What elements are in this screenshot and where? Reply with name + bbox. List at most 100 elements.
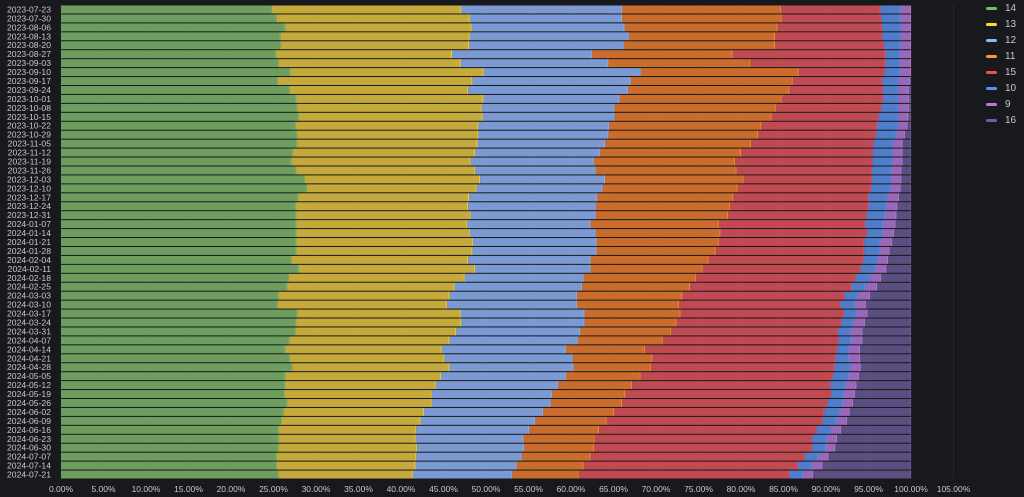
bar-segment-15[interactable] (781, 94, 883, 103)
bar-segment-15[interactable] (578, 470, 790, 479)
bar-segment-15[interactable] (640, 372, 833, 381)
bar-segment-11[interactable] (605, 139, 752, 148)
legend-item-15[interactable]: 15 (986, 64, 1016, 80)
bar-segment-12[interactable] (449, 363, 574, 372)
bar-segment-9[interactable] (818, 452, 829, 461)
bar-segment-12[interactable] (461, 5, 622, 14)
bar-segment-12[interactable] (482, 112, 615, 121)
bar-segment-10[interactable] (789, 470, 804, 479)
bar-segment-14[interactable] (61, 166, 297, 175)
bar-segment-15[interactable] (780, 5, 881, 14)
bar-segment-9[interactable] (886, 202, 898, 211)
bar-segment-9[interactable] (899, 41, 911, 50)
bar-segment-9[interactable] (900, 23, 911, 32)
bar-segment-11[interactable] (576, 291, 683, 300)
bar-segment-13[interactable] (278, 470, 413, 479)
bar-segment-9[interactable] (900, 32, 911, 41)
bar-segment-14[interactable] (61, 193, 299, 202)
bar-segment-12[interactable] (420, 416, 536, 425)
bar-segment-15[interactable] (614, 407, 825, 416)
bar-segment-12[interactable] (441, 345, 566, 354)
bar-segment-11[interactable] (512, 470, 579, 479)
bar-segment-13[interactable] (278, 59, 461, 68)
bar-segment-12[interactable] (468, 255, 591, 264)
bar-segment-12[interactable] (477, 139, 606, 148)
bar-segment-10[interactable] (882, 32, 901, 41)
bar-segment-15[interactable] (771, 112, 879, 121)
bar-segment-15[interactable] (632, 381, 831, 390)
bar-segment-11[interactable] (627, 85, 790, 94)
bar-segment-14[interactable] (61, 300, 278, 309)
bar-segment-9[interactable] (848, 372, 860, 381)
bar-segment-11[interactable] (622, 5, 781, 14)
bar-segment-13[interactable] (285, 23, 472, 32)
bar-segment-16[interactable] (837, 434, 911, 443)
bar-segment-11[interactable] (619, 94, 782, 103)
bar-segment-9[interactable] (893, 139, 903, 148)
bar-segment-9[interactable] (895, 130, 906, 139)
bar-segment-15[interactable] (775, 32, 883, 41)
bar-segment-13[interactable] (276, 461, 416, 470)
bar-segment-14[interactable] (61, 157, 292, 166)
bar-segment-11[interactable] (595, 211, 729, 220)
bar-segment-12[interactable] (456, 327, 581, 336)
bar-segment-12[interactable] (474, 264, 591, 273)
bar-segment-11[interactable] (605, 175, 744, 184)
bar-segment-10[interactable] (840, 300, 855, 309)
bar-segment-12[interactable] (412, 470, 513, 479)
bar-segment-14[interactable] (61, 41, 282, 50)
bar-segment-16[interactable] (877, 282, 911, 291)
bar-segment-13[interactable] (278, 291, 450, 300)
bar-segment-16[interactable] (835, 443, 911, 452)
bar-segment-11[interactable] (595, 166, 737, 175)
bar-segment-9[interactable] (887, 193, 900, 202)
bar-segment-13[interactable] (281, 41, 469, 50)
bar-segment-14[interactable] (61, 68, 291, 77)
legend-item-16[interactable]: 16 (986, 112, 1016, 128)
bar-segment-12[interactable] (480, 175, 605, 184)
bar-segment-11[interactable] (592, 50, 733, 59)
bar-segment-11[interactable] (623, 41, 775, 50)
bar-segment-10[interactable] (864, 246, 880, 255)
bar-segment-14[interactable] (61, 32, 281, 41)
bar-segment-9[interactable] (826, 443, 836, 452)
bar-segment-13[interactable] (297, 130, 479, 139)
bar-segment-14[interactable] (61, 202, 296, 211)
bar-segment-10[interactable] (837, 327, 851, 336)
bar-segment-12[interactable] (461, 318, 585, 327)
bar-segment-15[interactable] (708, 255, 864, 264)
legend-item-12[interactable]: 12 (986, 32, 1016, 48)
bar-segment-14[interactable] (61, 59, 279, 68)
bar-segment-15[interactable] (671, 327, 838, 336)
bar-segment-11[interactable] (573, 363, 651, 372)
bar-segment-14[interactable] (61, 434, 279, 443)
bar-segment-10[interactable] (812, 434, 827, 443)
bar-segment-12[interactable] (460, 309, 585, 318)
bar-segment-16[interactable] (849, 407, 911, 416)
bar-segment-15[interactable] (743, 175, 872, 184)
bar-segment-10[interactable] (883, 41, 900, 50)
bar-segment-13[interactable] (288, 273, 465, 282)
bar-segment-15[interactable] (650, 363, 835, 372)
bar-segment-12[interactable] (470, 157, 594, 166)
bar-segment-11[interactable] (595, 202, 730, 211)
bar-segment-11[interactable] (565, 372, 641, 381)
bar-segment-12[interactable] (468, 202, 596, 211)
bar-segment-13[interactable] (296, 94, 484, 103)
bar-segment-10[interactable] (877, 121, 899, 130)
bar-segment-14[interactable] (61, 390, 285, 399)
bar-segment-14[interactable] (61, 50, 277, 59)
bar-segment-13[interactable] (284, 390, 432, 399)
bar-segment-14[interactable] (61, 229, 297, 238)
bar-segment-9[interactable] (890, 184, 901, 193)
bar-segment-15[interactable] (729, 202, 869, 211)
bar-segment-13[interactable] (293, 148, 475, 157)
bar-segment-12[interactable] (468, 85, 628, 94)
bar-segment-11[interactable] (550, 399, 622, 407)
bar-segment-11[interactable] (524, 443, 594, 452)
bar-segment-15[interactable] (680, 309, 844, 318)
bar-segment-13[interactable] (295, 121, 479, 130)
bar-segment-9[interactable] (891, 175, 902, 184)
bar-segment-10[interactable] (871, 166, 892, 175)
bar-segment-16[interactable] (860, 345, 911, 354)
